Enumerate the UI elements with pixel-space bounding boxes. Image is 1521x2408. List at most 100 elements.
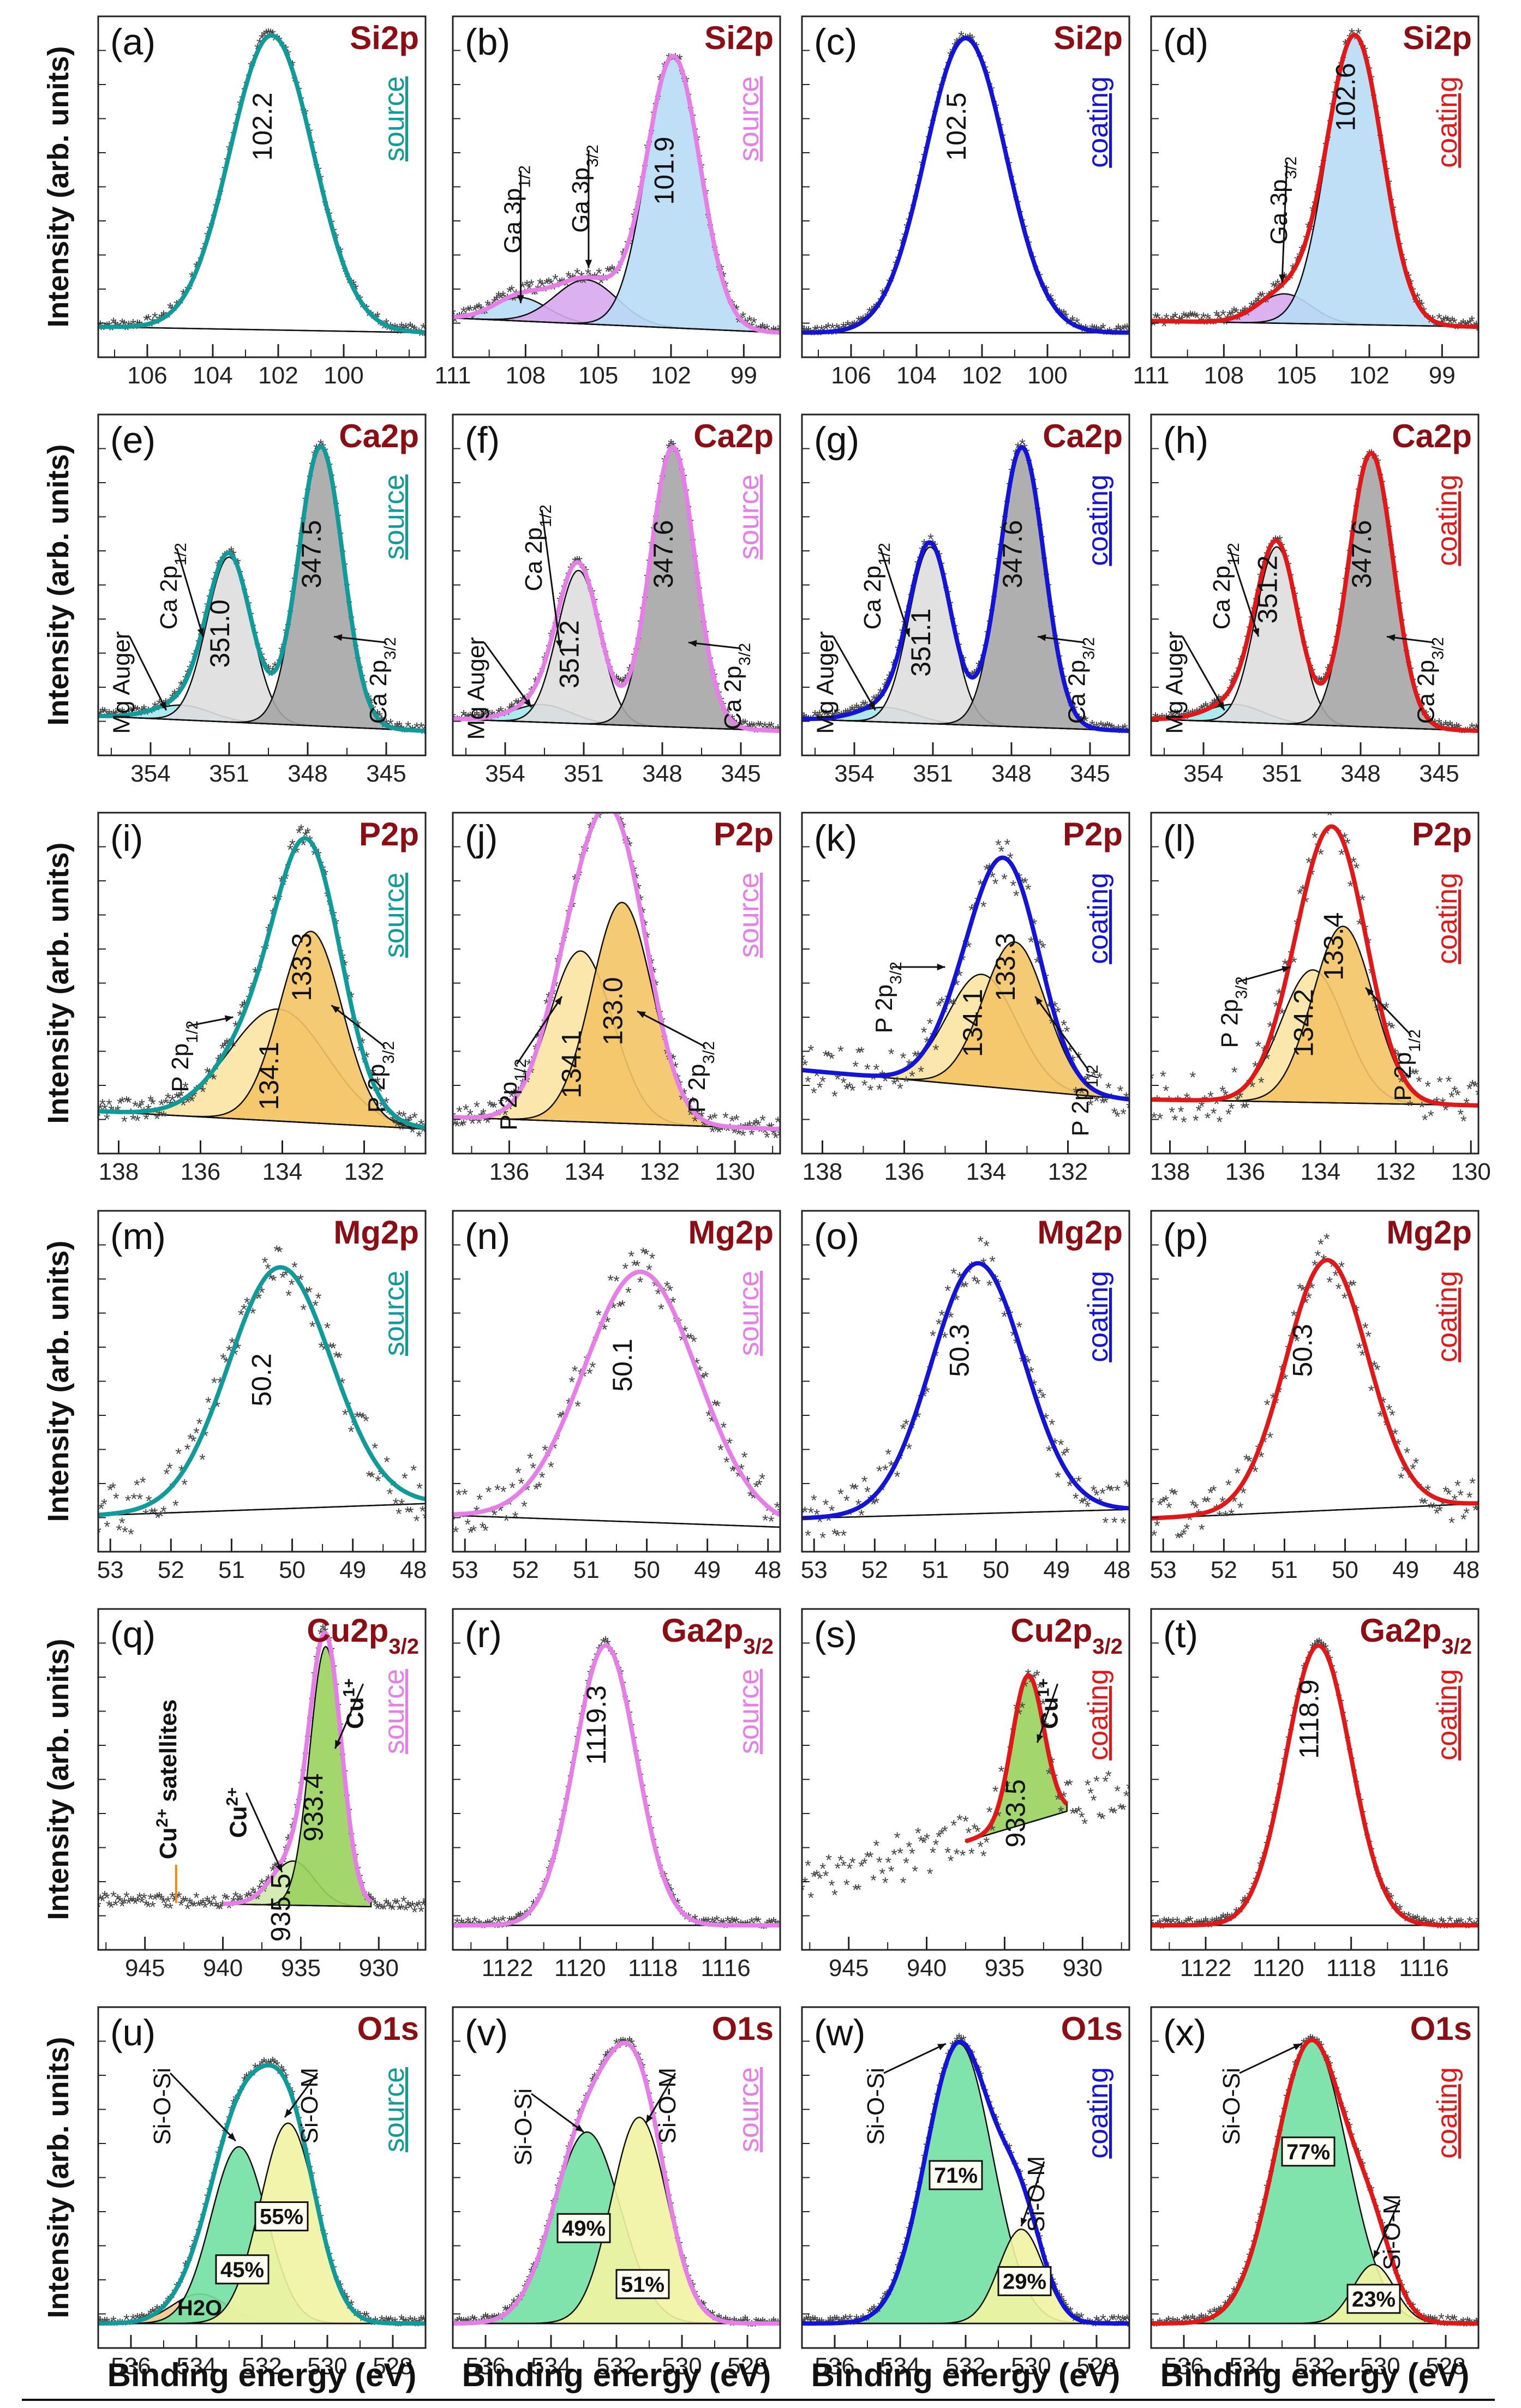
data-marker: * [452,1117,458,1135]
data-marker: * [95,1898,101,1916]
data-marker: * [486,1484,492,1502]
percentage-label: H2O [177,2296,222,2320]
tick-label: 52 [512,1557,539,1583]
core-level-title: Ga2p3/2 [661,1612,774,1659]
data-marker: * [950,995,957,1013]
tick-label: 50 [1332,1557,1358,1583]
sample-label: coating [1432,1271,1463,1362]
annotation-arrow [637,1010,705,1048]
arrowhead [524,699,531,707]
data-marker: * [808,1042,815,1060]
tick-label: 106 [831,362,871,389]
data-marker: * [1354,860,1360,878]
tick-label: 935 [281,1955,321,1981]
data-marker: * [142,1506,149,1524]
data-marker: * [986,1804,993,1822]
data-marker: * [1436,1503,1443,1521]
panel-label: (j) [465,818,498,859]
data-marker: * [165,1893,171,1911]
data-marker: * [658,1301,664,1319]
data-marker: * [1001,1308,1008,1326]
data-marker: * [855,1881,862,1899]
peak-position-label: 134.1 [254,1042,284,1110]
panel-label: (i) [110,818,143,859]
fit-envelope [802,1261,1129,1521]
data-marker: * [1181,1526,1187,1544]
data-marker: * [1386,1401,1393,1419]
data-marker: * [482,1522,489,1540]
peak-position-label: 347.6 [997,520,1028,588]
core-level-title: Ga2p3/2 [1360,1612,1472,1659]
component-label: Ca 2p3/2 [720,643,754,730]
data-marker: * [187,1431,194,1449]
data-marker: * [1085,1777,1091,1795]
core-level-title: Si2p [704,20,774,56]
data-marker: * [175,1445,182,1463]
panel-label: (h) [1163,419,1208,461]
tick-label: 102 [962,362,1002,389]
component-peak [1151,35,1478,328]
annotation-arrow [334,1683,364,1749]
data-marker: * [1169,1485,1175,1503]
arrowhead [334,634,343,641]
data-marker: * [298,821,304,839]
y-axis-title: Intensity (arb. units) [42,842,75,1124]
data-marker: * [1330,798,1336,816]
x-axis-title: Binding energy (eV) [811,2357,1121,2393]
panel-label: (w) [814,2012,865,2053]
data-marker: * [125,1492,131,1510]
data-marker: * [169,1889,176,1907]
data-marker: * [394,1896,400,1914]
data-marker: * [1365,1328,1372,1346]
data-marker: * [279,1269,286,1287]
data-marker: * [715,1398,721,1416]
data-marker: * [609,800,615,818]
data-marker: * [924,1830,930,1848]
panel-n: ****************************************… [452,1210,781,1583]
satellite-label: Cu2+ satellites [153,1700,182,1859]
data-marker: * [422,1894,429,1912]
data-marker: * [864,1849,871,1867]
background-line [453,1515,780,1528]
data-marker: * [1091,1792,1097,1810]
data-marker: * [136,1890,143,1908]
data-marker: * [182,1079,189,1097]
data-marker: * [1075,1804,1082,1822]
plot-area: ****************************************… [1151,25,1478,340]
panel-a: ****************************************… [97,15,427,389]
data-marker: * [108,1899,115,1917]
data-marker: * [607,1272,614,1290]
data-marker: * [117,1894,123,1912]
core-level-title: Mg2p [333,1214,419,1251]
data-marker: * [1049,1015,1055,1033]
data-marker: * [894,1073,901,1091]
annotation-arrow [333,635,387,644]
panel-e: ****************************** **********… [97,413,427,787]
data-marker: * [933,1836,939,1854]
tick-label: 132 [640,1158,680,1185]
panel-frame [801,15,1130,358]
tick-label: 48 [1104,1557,1130,1583]
data-marker: * [336,1349,343,1367]
data-marker: * [1312,829,1318,847]
plot-area: ****************************************… [1151,1230,1478,1548]
tick-label: 102 [1349,362,1389,389]
tick-label: 351 [564,760,603,787]
data-marker: * [387,1485,393,1503]
tick-label: 99 [1429,362,1456,389]
data-marker: * [548,1458,554,1476]
data-marker: * [1469,1475,1476,1493]
data-marker: * [167,1900,173,1918]
data-marker: * [130,1112,136,1130]
component-label: Ca 2p1/2 [1208,543,1243,629]
data-marker: * [398,1901,405,1919]
data-marker: * [1211,1105,1217,1123]
sample-label: source [733,475,765,560]
data-marker: * [813,1867,820,1885]
data-marker: * [625,1284,632,1302]
percentage-box [997,2266,1052,2296]
plot-area: ****************************************… [1151,2031,1478,2336]
data-marker: * [1157,1110,1164,1128]
sample-label: coating [1432,475,1463,566]
data-marker: * [1126,724,1133,742]
